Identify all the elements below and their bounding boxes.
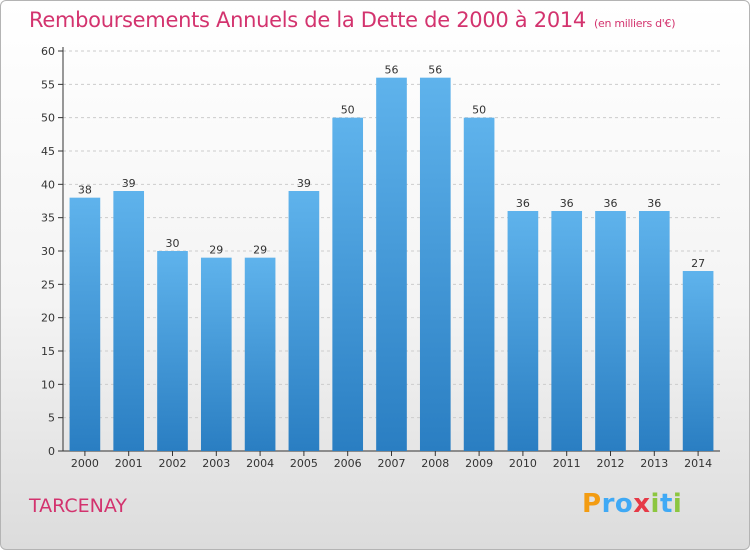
data-label: 56 <box>385 64 399 77</box>
x-tick-label: 2013 <box>640 457 668 470</box>
data-label: 38 <box>78 184 92 197</box>
bar <box>682 271 714 451</box>
bar <box>376 77 407 452</box>
data-label: 30 <box>166 237 180 250</box>
y-tick-label: 0 <box>48 445 55 458</box>
x-tick-label: 2014 <box>684 457 712 470</box>
data-label: 39 <box>297 177 311 190</box>
data-label: 39 <box>122 177 136 190</box>
bar <box>113 191 145 451</box>
bar <box>157 251 188 451</box>
x-tick-label: 2008 <box>421 457 449 470</box>
y-tick-label: 20 <box>41 312 55 325</box>
data-label: 29 <box>253 244 267 257</box>
y-tick-label: 5 <box>48 412 55 425</box>
bar <box>463 117 495 452</box>
x-tick-label: 2004 <box>246 457 274 470</box>
x-tick-label: 2003 <box>202 457 230 470</box>
y-tick-label: 30 <box>41 245 55 258</box>
x-tick-label: 2012 <box>597 457 625 470</box>
data-label: 36 <box>516 197 530 210</box>
y-tick-label: 25 <box>41 278 55 291</box>
logo-letter: r <box>601 489 615 519</box>
unit-note: (en milliers d'€) <box>594 17 676 30</box>
logo-letter: t <box>659 489 673 519</box>
bar <box>288 191 320 451</box>
x-tick-label: 2001 <box>115 457 143 470</box>
bar <box>244 257 276 451</box>
data-label: 36 <box>560 197 574 210</box>
data-label: 36 <box>604 197 618 210</box>
bar <box>69 197 101 451</box>
x-tick-label: 2010 <box>509 457 537 470</box>
data-label: 36 <box>647 197 661 210</box>
x-tick-label: 2006 <box>334 457 362 470</box>
y-tick-label: 40 <box>41 178 55 191</box>
logo-letter: x <box>633 489 651 519</box>
y-tick-label: 10 <box>41 378 55 391</box>
y-tick-label: 60 <box>41 45 55 58</box>
chart-title: Remboursements Annuels de la Dette de 20… <box>29 8 675 32</box>
y-tick-label: 35 <box>41 212 55 225</box>
logo-letter: i <box>650 489 660 519</box>
x-tick-label: 2000 <box>71 457 99 470</box>
data-label: 27 <box>691 257 705 270</box>
bar <box>507 211 539 451</box>
y-tick-label: 15 <box>41 345 55 358</box>
proxiti-logo: Proxiti <box>582 489 682 519</box>
x-tick-label: 2009 <box>465 457 493 470</box>
x-tick-label: 2007 <box>378 457 406 470</box>
place-name: TARCENAY <box>29 495 127 517</box>
bar <box>332 117 364 452</box>
x-tick-label: 2005 <box>290 457 318 470</box>
bar <box>638 211 670 451</box>
bar <box>551 211 583 451</box>
logo-letter: P <box>582 489 602 519</box>
logo-letter: o <box>614 489 634 519</box>
data-label: 29 <box>209 244 223 257</box>
bar <box>200 257 232 451</box>
y-tick-label: 50 <box>41 112 55 125</box>
data-label: 50 <box>472 104 486 117</box>
data-label: 50 <box>341 104 355 117</box>
x-tick-label: 2002 <box>159 457 187 470</box>
x-tick-label: 2011 <box>553 457 581 470</box>
y-tick-label: 55 <box>41 78 55 91</box>
bar <box>419 77 451 452</box>
data-label: 56 <box>428 64 442 77</box>
chart-title-text: Remboursements Annuels de la Dette de 20… <box>29 8 586 32</box>
y-tick-label: 45 <box>41 145 55 158</box>
logo-letter: i <box>672 489 683 519</box>
bar <box>595 211 626 451</box>
